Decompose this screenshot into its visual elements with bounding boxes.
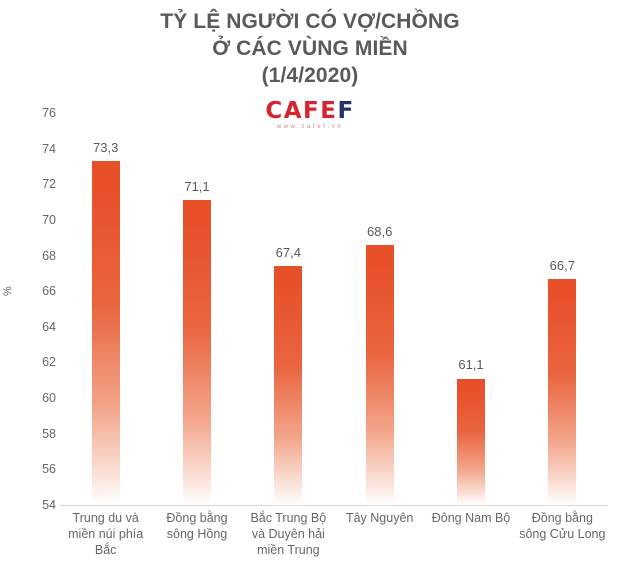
x-tick-label-line: miền Trung <box>257 543 320 557</box>
bar-value-label: 71,1 <box>184 179 210 195</box>
y-tick-label: 74 <box>42 141 56 156</box>
x-tick-label: Bắc Trung Bộ và Duyên hải miền Trung <box>233 510 343 558</box>
x-axis-labels: Trung du và miền núi phía Bắc Đồng bằng sông… <box>60 510 608 568</box>
cafef-logo: CAFEF www.cafef.vn <box>0 98 620 131</box>
x-tick-label: Đông Nam Bộ <box>416 510 526 526</box>
plot-area: 73,3 71,1 67,4 68,6 61,1 66,7 <box>60 113 608 505</box>
bar[interactable] <box>91 161 120 505</box>
cafef-logo-inner: CAFEF www.cafef.vn <box>265 98 354 131</box>
chart-title-line-3: (1/4/2020) <box>261 64 359 87</box>
x-tick-label-line: miền núi phía <box>68 527 144 541</box>
chart-title-line-1: TỶ LỆ NGƯỜI CÓ VỢ/CHỒNG <box>160 10 460 33</box>
bar-value-label: 68,6 <box>367 223 393 239</box>
y-tick-label: 58 <box>42 426 56 441</box>
cafef-logo-blue-text: F <box>337 98 355 124</box>
y-tick-label: 64 <box>42 319 56 334</box>
y-tick-label: 66 <box>42 284 56 299</box>
bar[interactable] <box>457 378 485 505</box>
x-tick-label-line: Đồng bằng <box>166 511 228 525</box>
bar-value-label: 66,7 <box>549 257 575 273</box>
bar-value-label: 61,1 <box>458 357 484 373</box>
y-axis-label: % <box>2 286 14 296</box>
y-tick-label: 62 <box>42 355 56 370</box>
x-tick-label: Đồng bằng sông Hồng <box>142 510 252 542</box>
x-tick-label: Tây Nguyên <box>325 510 435 526</box>
bar-value-label: 73,3 <box>93 140 119 156</box>
x-tick-label: Đồng bằng sông Cửu Long <box>507 510 617 542</box>
bar[interactable] <box>274 266 303 505</box>
x-tick-label-line: Đông Nam Bộ <box>431 511 511 525</box>
x-tick-label-line: Bắc Trung Bộ <box>250 511 327 525</box>
chart-title: TỶ LỆ NGƯỜI CÓ VỢ/CHỒNG Ở CÁC VÙNG MIỀN … <box>0 8 620 89</box>
y-tick-label: 54 <box>42 498 56 512</box>
bar[interactable] <box>365 244 394 505</box>
cafef-logo-wordmark: CAFEF <box>265 98 354 124</box>
y-tick-label: 72 <box>42 177 56 192</box>
cafef-logo-red-text: CAFE <box>265 98 338 124</box>
chart-title-line-2: Ở CÁC VÙNG MIỀN <box>212 37 408 60</box>
x-tick-label-line: Trung du và <box>72 511 139 525</box>
x-tick-label-line: và Duyên hải <box>251 527 325 541</box>
x-tick-label-line: Tây Nguyên <box>345 511 414 525</box>
x-tick-label-line: sông Hồng <box>166 527 228 541</box>
y-tick-label: 56 <box>42 462 56 477</box>
bar[interactable] <box>183 200 211 505</box>
cafef-logo-url: www.cafef.vn <box>276 124 344 130</box>
y-tick-label: 68 <box>42 248 56 263</box>
y-tick-label: 76 <box>42 106 56 120</box>
x-tick-label: Trung du và miền núi phía Bắc <box>51 510 161 558</box>
x-axis-baseline <box>60 505 608 506</box>
x-tick-label-line: Đồng bằng <box>531 511 593 525</box>
y-tick-label: 60 <box>42 391 56 406</box>
x-tick-label-line: Bắc <box>94 543 117 557</box>
x-tick-label-line: sông Cửu Long <box>519 527 606 541</box>
bar-value-label: 67,4 <box>275 245 301 261</box>
y-axis: 76 74 72 70 68 66 64 62 60 58 56 54 <box>20 107 56 512</box>
y-tick-label: 70 <box>42 212 56 227</box>
bar[interactable] <box>548 278 577 505</box>
